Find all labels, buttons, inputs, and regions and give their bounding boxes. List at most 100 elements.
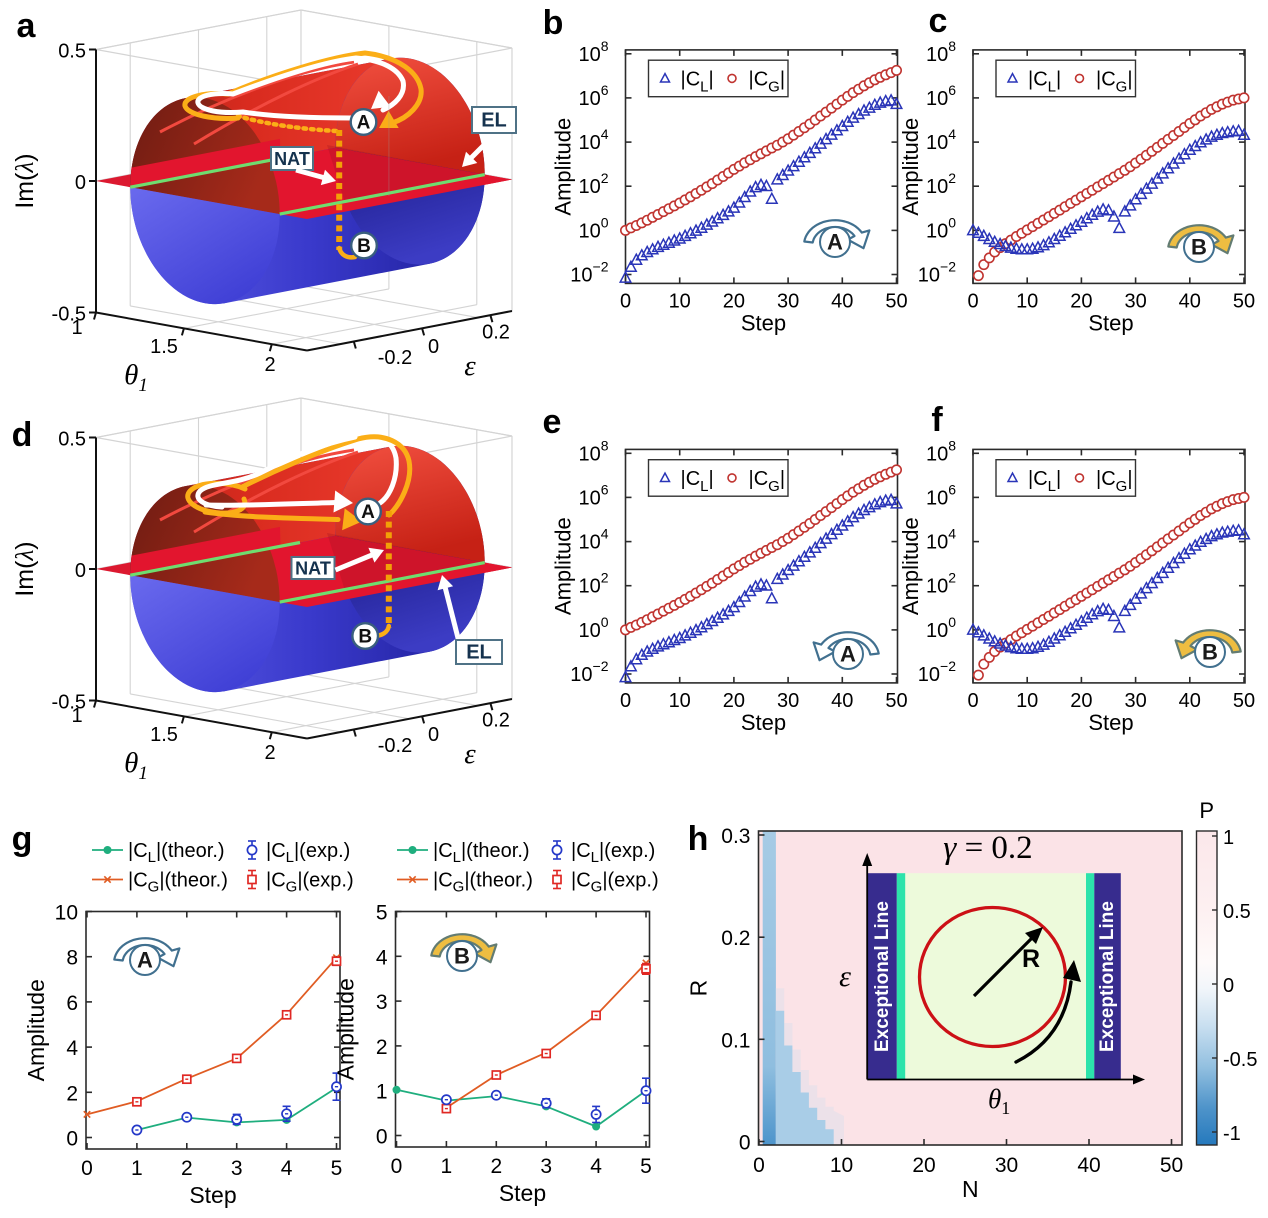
svg-text:N: N [962, 1176, 979, 1202]
svg-text:|CG|(theor.): |CG|(theor.) [128, 870, 228, 896]
svg-text:10: 10 [669, 690, 691, 712]
svg-text:106: 106 [578, 481, 608, 509]
svg-text:A: A [357, 113, 371, 134]
svg-text:50: 50 [1233, 290, 1255, 312]
svg-text:γ = 0.2: γ = 0.2 [943, 830, 1032, 866]
svg-text:10: 10 [1016, 290, 1038, 312]
svg-text:h: h [688, 820, 709, 858]
svg-text:Step: Step [499, 1180, 546, 1206]
svg-text:102: 102 [578, 570, 608, 598]
svg-text:30: 30 [777, 690, 799, 712]
svg-text:30: 30 [777, 290, 799, 312]
svg-text:5: 5 [376, 902, 388, 925]
svg-text:40: 40 [831, 290, 853, 312]
svg-text:2: 2 [66, 1082, 78, 1105]
svg-text:B: B [454, 944, 470, 969]
svg-text:102: 102 [578, 170, 608, 198]
svg-text:6: 6 [66, 992, 78, 1015]
svg-text:8: 8 [66, 947, 78, 970]
svg-text:A: A [827, 230, 843, 255]
svg-text:10−2: 10−2 [570, 259, 608, 287]
svg-text:0: 0 [81, 1157, 93, 1180]
svg-text:10: 10 [1016, 690, 1038, 712]
svg-text:2: 2 [490, 1155, 502, 1178]
svg-text:-1: -1 [1223, 1123, 1241, 1145]
svg-text:10−2: 10−2 [570, 658, 608, 686]
svg-text:100: 100 [578, 214, 608, 242]
svg-text:EL: EL [466, 642, 492, 664]
svg-text:0: 0 [428, 724, 439, 746]
svg-text:50: 50 [1160, 1154, 1183, 1177]
svg-text:0: 0 [1223, 975, 1234, 997]
svg-text:106: 106 [926, 82, 956, 110]
svg-text:1: 1 [1223, 827, 1234, 849]
svg-text:5: 5 [331, 1157, 343, 1180]
svg-text:ε: ε [464, 350, 476, 382]
svg-text:2: 2 [264, 354, 275, 376]
svg-text:0.2: 0.2 [482, 322, 510, 344]
svg-text:NAT: NAT [295, 559, 331, 579]
svg-text:1.5: 1.5 [150, 724, 178, 746]
svg-text:Amplitude: Amplitude [333, 978, 359, 1080]
svg-text:108: 108 [578, 38, 608, 66]
svg-text:4: 4 [590, 1155, 602, 1178]
svg-text:0.1: 0.1 [721, 1029, 750, 1052]
svg-text:2: 2 [181, 1157, 193, 1180]
svg-text:|CG|(exp.): |CG|(exp.) [266, 870, 354, 896]
svg-text:NAT: NAT [274, 149, 310, 169]
svg-text:10: 10 [669, 290, 691, 312]
svg-text:|CL|: |CL| [681, 468, 714, 495]
svg-text:108: 108 [578, 437, 608, 465]
svg-text:1: 1 [441, 1155, 453, 1178]
svg-text:|CL|(theor.): |CL|(theor.) [128, 840, 225, 866]
svg-text:Amplitude: Amplitude [898, 118, 923, 216]
svg-text:0: 0 [428, 336, 439, 358]
svg-text:R: R [1022, 945, 1040, 973]
svg-text:R: R [686, 980, 712, 997]
svg-text:|CG|: |CG| [749, 68, 786, 95]
svg-text:0.5: 0.5 [58, 429, 86, 451]
svg-text:108: 108 [926, 38, 956, 66]
svg-text:1: 1 [71, 705, 82, 727]
svg-text:0: 0 [391, 1155, 403, 1178]
svg-text:108: 108 [926, 437, 956, 465]
svg-text:0: 0 [739, 1132, 751, 1155]
svg-text:0: 0 [753, 1154, 765, 1177]
svg-text:B: B [1202, 640, 1218, 665]
svg-text:Im(λ): Im(λ) [11, 541, 39, 596]
svg-text:10: 10 [55, 902, 78, 925]
svg-text:20: 20 [723, 290, 745, 312]
svg-text:106: 106 [578, 82, 608, 110]
svg-text:θ1: θ1 [988, 1084, 1010, 1118]
svg-text:20: 20 [1070, 290, 1092, 312]
svg-text:0.5: 0.5 [1223, 901, 1251, 923]
svg-text:-0.2: -0.2 [378, 347, 412, 369]
svg-text:|CL|(exp.): |CL|(exp.) [266, 840, 350, 866]
svg-text:-0.5: -0.5 [1223, 1049, 1257, 1071]
svg-text:Step: Step [741, 310, 786, 335]
svg-text:ε: ε [839, 960, 851, 993]
svg-text:0: 0 [620, 690, 631, 712]
svg-text:|CL|: |CL| [1028, 68, 1061, 95]
svg-text:|CG|(theor.): |CG|(theor.) [433, 870, 533, 896]
svg-text:50: 50 [885, 290, 907, 312]
svg-text:|CL|: |CL| [1028, 468, 1061, 495]
svg-text:Amplitude: Amplitude [551, 118, 576, 216]
svg-text:100: 100 [578, 614, 608, 642]
svg-text:106: 106 [926, 481, 956, 509]
svg-text:10−2: 10−2 [918, 259, 956, 287]
svg-text:1: 1 [376, 1081, 388, 1104]
svg-text:0: 0 [620, 290, 631, 312]
svg-text:104: 104 [578, 126, 608, 154]
svg-text:40: 40 [1077, 1154, 1100, 1177]
svg-text:0: 0 [967, 290, 978, 312]
svg-text:30: 30 [995, 1154, 1018, 1177]
svg-text:Step: Step [741, 710, 786, 735]
svg-text:20: 20 [723, 690, 745, 712]
svg-text:θ1: θ1 [124, 747, 148, 784]
svg-text:-0.5: -0.5 [52, 692, 86, 714]
svg-text:0: 0 [376, 1126, 388, 1149]
svg-text:Im(λ): Im(λ) [11, 153, 39, 208]
svg-text:Amplitude: Amplitude [898, 517, 923, 615]
svg-text:A: A [137, 948, 153, 973]
